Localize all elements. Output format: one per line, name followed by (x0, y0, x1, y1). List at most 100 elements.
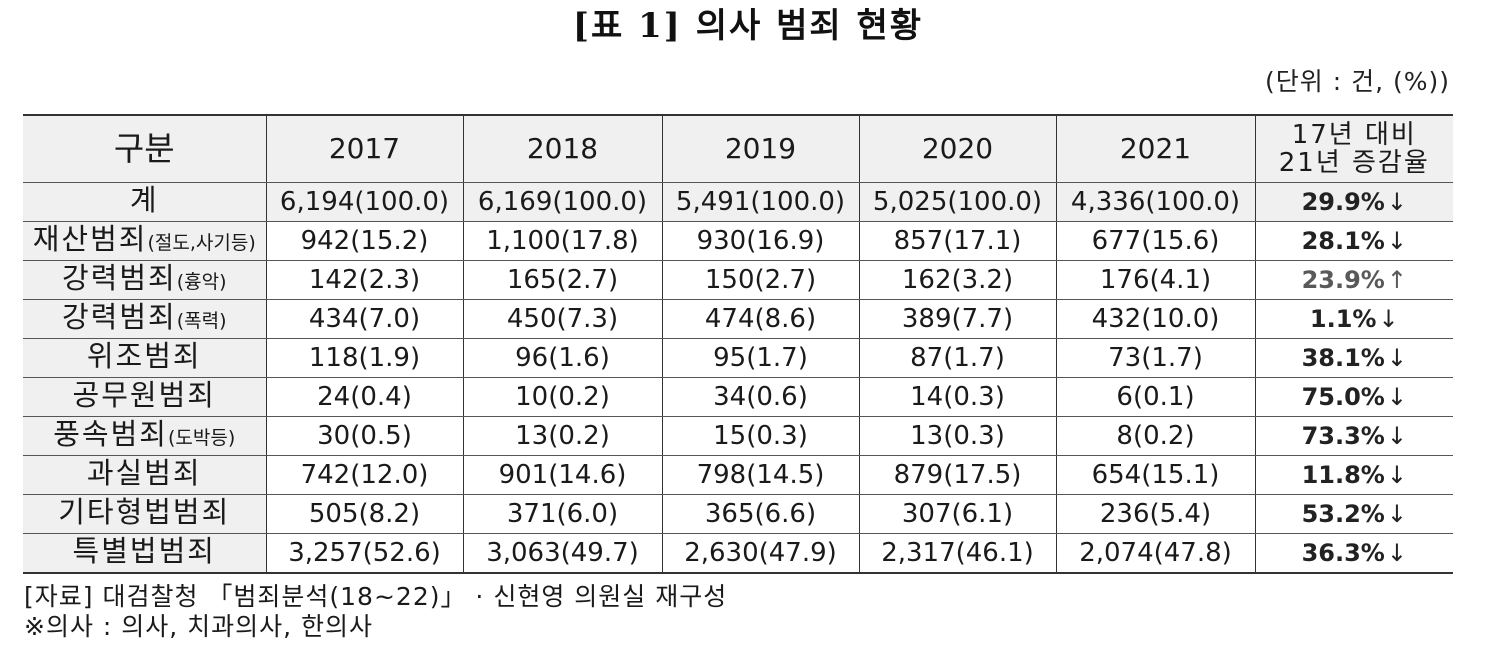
table-row: 강력범죄(흉악) 142(2.3) 165(2.7) 150(2.7) 162(… (23, 260, 1453, 300)
cell-2017: 505(8.2) (265, 494, 464, 534)
table-row: 재산범죄(절도,사기등) 942(15.2) 1,100(17.8) 930(1… (23, 221, 1453, 261)
row-label: 강력범죄(폭력) (23, 299, 267, 339)
cell-2018: 901(14.6) (462, 455, 663, 495)
row-label: 기타형법범죄 (23, 494, 267, 534)
footnote: ※의사 : 의사, 치과의사, 한의사 (24, 612, 374, 641)
header-row: 구분 2017 2018 2019 2020 2021 17년 대비 21년 증… (23, 114, 1453, 183)
cell-change-rate: 29.9%↓ (1254, 182, 1453, 222)
table-row-total: 계 6,194(100.0) 6,169(100.0) 5,491(100.0)… (23, 182, 1453, 222)
header-year-2017: 2017 (265, 114, 464, 183)
arrow-down-icon: ↓ (1386, 461, 1407, 489)
cell-2020: 857(17.1) (858, 221, 1057, 261)
cell-2017: 24(0.4) (265, 377, 464, 417)
row-label: 계 (23, 182, 267, 222)
source-note: [자료] 대검찰청 「범죄분석(18~22)」 · 신현영 의원실 재구성 (24, 582, 728, 611)
row-label-main: 계 (129, 183, 159, 217)
table-row: 위조범죄 118(1.9) 96(1.6) 95(1.7) 87(1.7) 73… (23, 338, 1453, 378)
cell-change-rate: 36.3%↓ (1254, 533, 1453, 574)
cell-2017: 142(2.3) (265, 260, 464, 300)
table-row: 기타형법범죄 505(8.2) 371(6.0) 365(6.6) 307(6.… (23, 494, 1453, 534)
cell-2021: 73(1.7) (1055, 338, 1256, 378)
cell-2018: 96(1.6) (462, 338, 663, 378)
cell-2019: 798(14.5) (661, 455, 860, 495)
change-value: 36.3% (1301, 539, 1385, 567)
arrow-down-icon: ↓ (1378, 305, 1399, 333)
row-label: 강력범죄(흉악) (23, 260, 267, 300)
cell-2020: 13(0.3) (858, 416, 1057, 456)
unit-label: (단위 : 건, (%)) (1265, 67, 1450, 96)
header-category: 구분 (23, 114, 267, 183)
cell-2019: 474(8.6) (661, 299, 860, 339)
arrow-down-icon: ↓ (1386, 188, 1407, 216)
row-label-sub: (폭력) (176, 310, 227, 332)
change-value: 11.8% (1301, 461, 1385, 489)
row-label-main: 강력범죄 (61, 300, 177, 334)
arrow-down-icon: ↓ (1386, 422, 1407, 450)
cell-2018: 450(7.3) (462, 299, 663, 339)
cell-2020: 14(0.3) (858, 377, 1057, 417)
arrow-down-icon: ↓ (1386, 383, 1407, 411)
cell-2018: 371(6.0) (462, 494, 663, 534)
cell-2017: 742(12.0) (265, 455, 464, 495)
cell-2020: 87(1.7) (858, 338, 1057, 378)
cell-2021: 654(15.1) (1055, 455, 1256, 495)
cell-2021: 677(15.6) (1055, 221, 1256, 261)
cell-change-rate: 38.1%↓ (1254, 338, 1453, 378)
arrow-down-icon: ↓ (1386, 344, 1407, 372)
row-label: 과실범죄 (23, 455, 267, 495)
row-label-main: 재산범죄 (32, 222, 148, 256)
change-value: 53.2% (1301, 500, 1385, 528)
row-label-main: 기타형법범죄 (58, 495, 231, 529)
cell-2017: 942(15.2) (265, 221, 464, 261)
header-change-line1: 17년 대비 (1291, 120, 1417, 150)
table-row: 특별법범죄 3,257(52.6) 3,063(49.7) 2,630(47.9… (23, 533, 1453, 574)
header-year-2018: 2018 (462, 114, 663, 183)
cell-2018: 3,063(49.7) (462, 533, 663, 574)
cell-2019: 5,491(100.0) (661, 182, 860, 222)
change-value: 29.9% (1301, 188, 1385, 216)
table-row: 과실범죄 742(12.0) 901(14.6) 798(14.5) 879(1… (23, 455, 1453, 495)
cell-change-rate: 53.2%↓ (1254, 494, 1453, 534)
cell-change-rate: 11.8%↓ (1254, 455, 1453, 495)
header-year-2021: 2021 (1055, 114, 1256, 183)
row-label-sub: (흉악) (176, 271, 227, 293)
cell-2017: 30(0.5) (265, 416, 464, 456)
row-label: 공무원범죄 (23, 377, 267, 417)
cell-change-rate: 28.1%↓ (1254, 221, 1453, 261)
cell-change-rate: 1.1%↓ (1254, 299, 1453, 339)
row-label-main: 과실범죄 (86, 456, 202, 490)
arrow-down-icon: ↓ (1386, 539, 1407, 567)
crime-statistics-table: 구분 2017 2018 2019 2020 2021 17년 대비 21년 증… (23, 114, 1453, 574)
header-change-line2: 21년 증감율 (1278, 148, 1430, 178)
cell-2018: 13(0.2) (462, 416, 663, 456)
arrow-down-icon: ↓ (1386, 500, 1407, 528)
row-label: 재산범죄(절도,사기등) (23, 221, 267, 261)
cell-2018: 6,169(100.0) (462, 182, 663, 222)
table-row: 강력범죄(폭력) 434(7.0) 450(7.3) 474(8.6) 389(… (23, 299, 1453, 339)
cell-2018: 165(2.7) (462, 260, 663, 300)
cell-2018: 10(0.2) (462, 377, 663, 417)
cell-2021: 176(4.1) (1055, 260, 1256, 300)
cell-2020: 162(3.2) (858, 260, 1057, 300)
cell-2018: 1,100(17.8) (462, 221, 663, 261)
row-label: 풍속범죄(도박등) (23, 416, 267, 456)
arrow-down-icon: ↓ (1386, 227, 1407, 255)
cell-change-rate: 73.3%↓ (1254, 416, 1453, 456)
change-value: 1.1% (1309, 305, 1377, 333)
cell-2021: 4,336(100.0) (1055, 182, 1256, 222)
row-label: 특별법범죄 (23, 533, 267, 574)
cell-2019: 2,630(47.9) (661, 533, 860, 574)
cell-2017: 118(1.9) (265, 338, 464, 378)
cell-2019: 365(6.6) (661, 494, 860, 534)
cell-change-rate: 23.9%↑ (1254, 260, 1453, 300)
table-row: 공무원범죄 24(0.4) 10(0.2) 34(0.6) 14(0.3) 6(… (23, 377, 1453, 417)
cell-2020: 879(17.5) (858, 455, 1057, 495)
row-label-sub: (도박등) (167, 427, 236, 449)
cell-2019: 150(2.7) (661, 260, 860, 300)
cell-2020: 2,317(46.1) (858, 533, 1057, 574)
cell-2021: 236(5.4) (1055, 494, 1256, 534)
header-year-2019: 2019 (661, 114, 860, 183)
cell-2020: 5,025(100.0) (858, 182, 1057, 222)
cell-change-rate: 75.0%↓ (1254, 377, 1453, 417)
cell-2019: 34(0.6) (661, 377, 860, 417)
